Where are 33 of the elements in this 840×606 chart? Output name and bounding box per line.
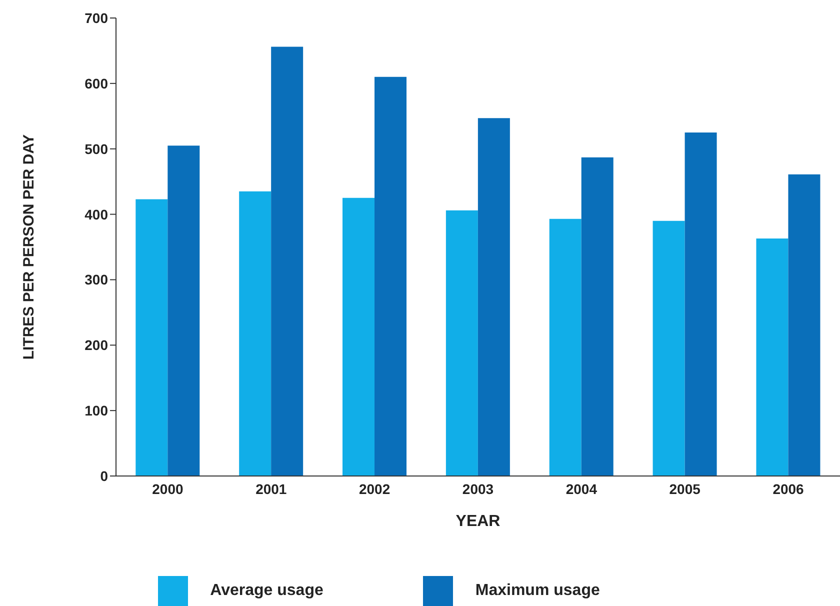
x-axis-title: YEAR [456, 513, 501, 530]
bar [581, 157, 614, 476]
y-tick-label: 200 [84, 337, 108, 354]
bar [684, 132, 717, 476]
y-tick-label: 300 [84, 272, 108, 288]
y-tick-label: 400 [84, 206, 108, 222]
bar [374, 76, 407, 476]
y-tick-label: 500 [84, 140, 108, 157]
x-tick-label: 2002 [358, 480, 390, 497]
legend-label: Maximum usage [475, 582, 600, 600]
y-tick-label: 700 [84, 10, 108, 26]
x-tick-label: 2003 [462, 480, 494, 497]
x-tick-label: 2005 [669, 480, 701, 497]
y-tick-label: 100 [84, 402, 108, 419]
bar [271, 46, 304, 476]
y-tick-label: 600 [84, 75, 108, 92]
bar [788, 174, 820, 476]
x-tick-label: 2001 [256, 480, 287, 497]
legend-label: Average usage [210, 582, 324, 600]
bar [478, 118, 510, 476]
bar [136, 199, 168, 476]
bar [168, 146, 200, 476]
y-axis-title: LITRES PER PERSON PER DAY [20, 134, 38, 360]
x-tick-label: 2006 [772, 480, 804, 497]
x-tick-label: 2000 [152, 480, 184, 497]
bar [446, 210, 478, 476]
bar [756, 238, 788, 476]
bar [652, 220, 685, 476]
x-tick-label: 2004 [566, 480, 598, 497]
y-tick-label: 0 [100, 468, 108, 484]
bar [239, 191, 272, 476]
bar [549, 218, 582, 476]
bar [342, 198, 375, 476]
